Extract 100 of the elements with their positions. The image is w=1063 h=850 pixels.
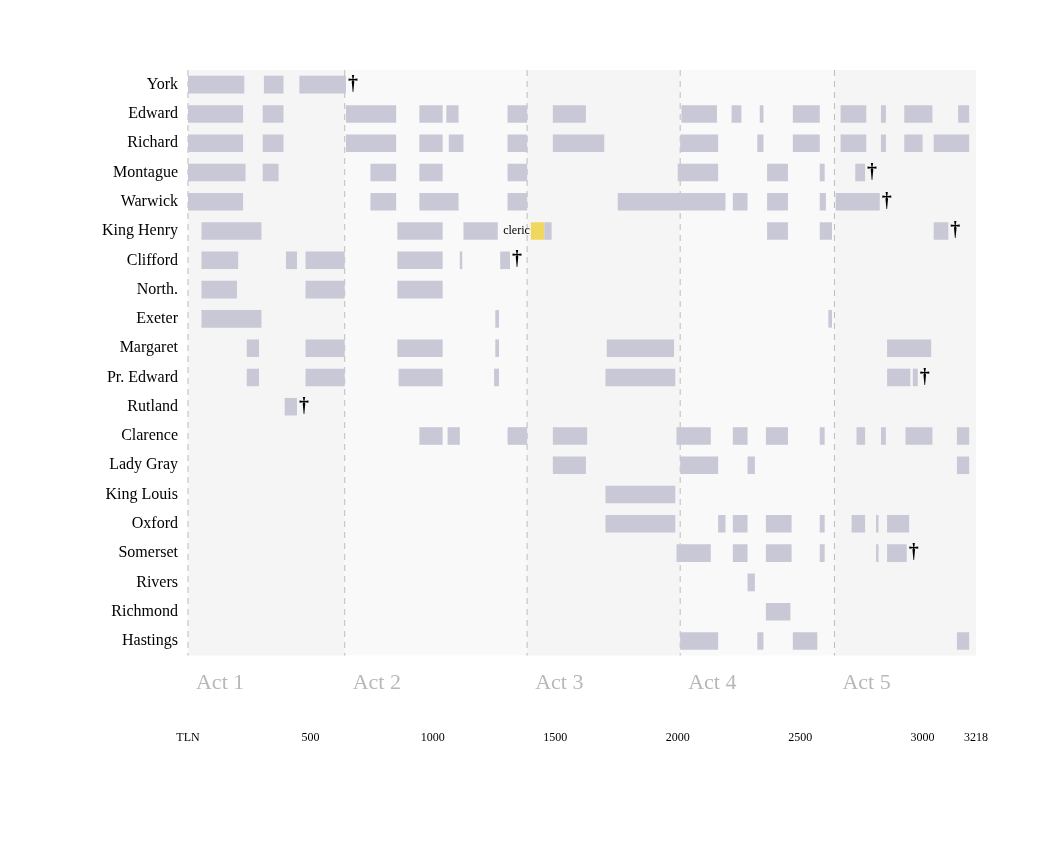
bar bbox=[677, 163, 719, 182]
bar bbox=[262, 105, 284, 123]
bar bbox=[840, 134, 867, 152]
bar bbox=[681, 105, 717, 123]
bar bbox=[495, 310, 499, 328]
bar bbox=[792, 105, 820, 123]
bar bbox=[680, 134, 719, 152]
band-label: Act 5 bbox=[842, 669, 891, 695]
bar bbox=[732, 427, 748, 445]
bar bbox=[765, 427, 788, 445]
bar bbox=[765, 515, 792, 533]
bar bbox=[767, 163, 788, 182]
bar bbox=[819, 515, 825, 533]
bar bbox=[905, 427, 933, 445]
bar bbox=[767, 192, 788, 211]
series-label: cleric bbox=[503, 223, 530, 238]
bar bbox=[495, 339, 499, 357]
bar bbox=[463, 222, 498, 240]
bar bbox=[765, 544, 792, 562]
bar bbox=[757, 632, 764, 650]
bar bbox=[887, 339, 932, 357]
annotation: † bbox=[347, 71, 358, 94]
bar bbox=[956, 632, 970, 650]
bar bbox=[345, 134, 397, 152]
bar bbox=[398, 368, 443, 387]
x-tick-label: TLN bbox=[176, 729, 200, 744]
bar bbox=[747, 456, 755, 475]
y-tick-label: Richard bbox=[127, 133, 178, 151]
x-tick-label: 2000 bbox=[665, 729, 690, 744]
band-label: Act 4 bbox=[688, 669, 737, 695]
bar bbox=[285, 251, 297, 270]
bar bbox=[544, 222, 552, 240]
x-tick-label: 1000 bbox=[420, 729, 445, 744]
y-tick-label: Lady Gray bbox=[109, 455, 178, 474]
bar bbox=[284, 397, 297, 416]
bar bbox=[605, 368, 676, 387]
bar bbox=[419, 163, 443, 182]
bar bbox=[732, 192, 748, 211]
bar bbox=[201, 251, 239, 270]
bar bbox=[765, 602, 791, 621]
bar bbox=[887, 544, 907, 562]
y-tick-label: Margaret bbox=[119, 338, 179, 357]
bar bbox=[370, 192, 397, 211]
bar bbox=[507, 163, 528, 182]
bar bbox=[397, 280, 443, 299]
y-tick-label: Clarence bbox=[121, 426, 178, 444]
bar bbox=[819, 544, 825, 562]
bar bbox=[605, 515, 676, 533]
bar bbox=[792, 632, 818, 650]
bar bbox=[617, 192, 726, 211]
bar bbox=[552, 105, 586, 123]
bar bbox=[370, 163, 397, 182]
bar bbox=[757, 134, 764, 152]
bar bbox=[880, 105, 886, 123]
bar bbox=[187, 105, 244, 123]
bar bbox=[876, 515, 879, 533]
x-tick-label: 1500 bbox=[543, 729, 568, 744]
y-tick-label: North. bbox=[136, 279, 178, 297]
bar bbox=[767, 222, 788, 240]
bar bbox=[201, 280, 237, 299]
bar bbox=[507, 427, 528, 445]
band-label: Act 1 bbox=[195, 669, 245, 695]
band-label: Act 3 bbox=[535, 669, 584, 695]
bar bbox=[880, 427, 886, 445]
bar bbox=[835, 192, 880, 211]
bar bbox=[187, 134, 244, 152]
y-tick-label: Rutland bbox=[127, 396, 178, 414]
bar bbox=[747, 573, 755, 592]
x-tick-label: 3000 bbox=[910, 729, 935, 744]
bar bbox=[912, 368, 918, 387]
bar bbox=[819, 192, 826, 211]
bar bbox=[201, 222, 262, 240]
annotation: † bbox=[950, 218, 961, 241]
bar bbox=[904, 105, 933, 123]
bar bbox=[933, 222, 949, 240]
annotation: † bbox=[881, 188, 892, 211]
y-tick-label: Warwick bbox=[120, 191, 178, 209]
y-tick-label: York bbox=[146, 74, 178, 92]
bar bbox=[246, 339, 259, 357]
bar bbox=[262, 134, 284, 152]
bar bbox=[262, 163, 279, 182]
y-tick-label: Pr. Edward bbox=[106, 367, 178, 385]
bar bbox=[187, 192, 244, 211]
y-tick-label: King Louis bbox=[105, 484, 178, 503]
x-tick-label: 2500 bbox=[788, 729, 813, 744]
bar bbox=[855, 163, 866, 182]
bar bbox=[958, 105, 970, 123]
bar bbox=[887, 368, 911, 387]
bar bbox=[880, 134, 886, 152]
bar bbox=[397, 222, 443, 240]
y-tick-label: Somerset bbox=[118, 543, 179, 561]
y-tick-label: Oxford bbox=[131, 514, 178, 532]
bar bbox=[876, 544, 879, 562]
x-tick-label: 3218 bbox=[964, 729, 988, 744]
bar bbox=[680, 632, 719, 650]
bar bbox=[448, 134, 464, 152]
bar bbox=[419, 192, 459, 211]
bar bbox=[446, 105, 459, 123]
bar bbox=[933, 134, 970, 152]
bar bbox=[856, 427, 866, 445]
